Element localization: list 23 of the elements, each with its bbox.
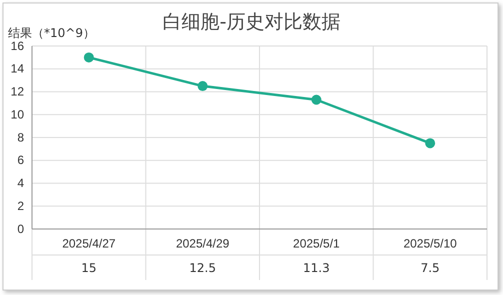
y-tick-label: 10 <box>10 107 24 122</box>
y-tick-label: 14 <box>10 62 24 76</box>
x-tick-label: 2025/4/29 <box>176 236 230 251</box>
data-label: 7.5 <box>420 261 440 275</box>
x-tick-label: 2025/4/27 <box>62 236 116 251</box>
point <box>84 52 94 62</box>
point <box>311 94 322 105</box>
y-tick-label: 12 <box>10 84 24 99</box>
y-tick-label: 2 <box>17 198 24 213</box>
y-axis-title: 结果（*10^9） <box>8 26 95 40</box>
y-tick-label: 0 <box>17 222 24 236</box>
data-label: 15 <box>81 261 97 275</box>
y-tick-label: 8 <box>17 130 24 144</box>
chart-title: 白细胞-历史对比数据 <box>162 11 340 33</box>
point <box>425 138 436 148</box>
y-tick-label: 6 <box>17 153 24 168</box>
x-tick-label: 2025/5/10 <box>403 236 458 251</box>
y-tick-label: 16 <box>10 38 24 53</box>
data-label: 11.3 <box>303 261 330 275</box>
y-tick-label: 4 <box>17 176 24 190</box>
point <box>198 81 208 92</box>
x-tick-label: 2025/5/1 <box>293 236 340 251</box>
data-label: 12.5 <box>189 261 216 275</box>
